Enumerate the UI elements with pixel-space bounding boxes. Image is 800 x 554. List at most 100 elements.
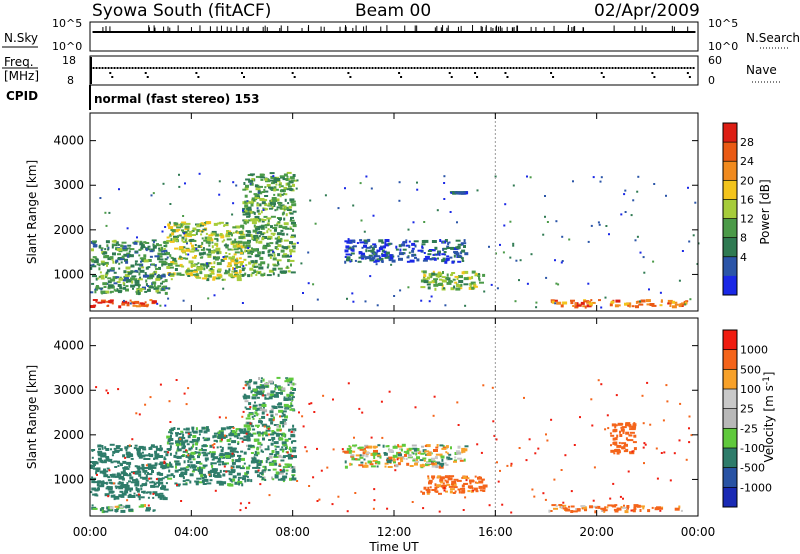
heatmap-cell: [107, 286, 111, 290]
heatmap-cell: [351, 457, 355, 461]
heatmap-cell: [388, 456, 393, 460]
heatmap-cell: [180, 500, 183, 502]
heatmap-cell: [688, 415, 691, 418]
heatmap-cell: [101, 461, 107, 464]
heatmap-cell: [281, 254, 287, 258]
heatmap-cell: [377, 444, 381, 447]
heatmap-cell: [136, 263, 142, 266]
heatmap-cell: [351, 292, 354, 295]
heatmap-cell: [249, 182, 254, 186]
heatmap-cell: [137, 292, 140, 296]
heatmap-cell: [180, 467, 185, 471]
heatmap-cell: [242, 226, 245, 230]
heatmap-cell: [245, 432, 248, 435]
heatmap-cell: [274, 387, 277, 391]
heatmap-cell: [269, 187, 274, 190]
heatmap-cell: [103, 459, 109, 462]
heatmap-cell: [359, 182, 362, 185]
heatmap-cell: [269, 433, 275, 436]
heatmap-cell: [171, 229, 176, 233]
heatmap-cell: [133, 479, 139, 482]
heatmap-cell: [120, 476, 125, 478]
heatmap-cell: [170, 238, 173, 242]
heatmap-cell: [276, 206, 281, 209]
heatmap-cell: [260, 386, 266, 390]
heatmap-cell: [181, 446, 186, 450]
nave-dot: [552, 76, 555, 78]
heatmap-cell: [191, 426, 195, 430]
heatmap-cell: [240, 248, 243, 252]
heatmap-cell: [616, 434, 619, 438]
heatmap-cell: [261, 404, 267, 407]
heatmap-cell: [138, 304, 141, 307]
heatmap-cell: [425, 444, 431, 448]
heatmap-cell: [164, 476, 169, 479]
heatmap-cell: [512, 242, 515, 245]
heatmap-cell: [383, 250, 387, 253]
heatmap-cell: [482, 486, 486, 490]
heatmap-cell: [188, 434, 192, 436]
heatmap-cell: [254, 266, 258, 268]
heatmap-cell: [164, 465, 167, 469]
heatmap-cell: [141, 483, 145, 486]
heatmap-cell: [592, 499, 595, 502]
heatmap-cell: [632, 441, 637, 444]
heatmap-cell: [476, 189, 479, 192]
heatmap-cell: [619, 495, 622, 498]
heatmap-cell: [184, 439, 189, 443]
heatmap-cell: [264, 224, 270, 227]
heatmap-cell: [231, 270, 234, 273]
heatmap-cell: [632, 509, 635, 512]
heatmap-cell: [254, 215, 260, 219]
heatmap-cell: [247, 414, 251, 418]
heatmap-cell: [247, 174, 252, 176]
heatmap-cell: [182, 433, 185, 437]
heatmap-cell: [290, 394, 294, 397]
heatmap-cell: [610, 449, 615, 453]
heatmap-cell: [289, 259, 295, 262]
heatmap-cell: [131, 438, 134, 441]
heatmap-cell: [267, 427, 270, 430]
heatmap-cell: [248, 261, 252, 265]
heatmap-cell: [273, 205, 276, 207]
colorbar-segment: [723, 218, 737, 239]
heatmap-cell: [560, 506, 563, 509]
heatmap-cell: [273, 193, 276, 196]
heatmap-cell: [93, 241, 97, 244]
heatmap-cell: [393, 461, 396, 464]
heatmap-cell: [280, 469, 286, 473]
heatmap-cell: [200, 474, 204, 478]
heatmap-cell: [322, 394, 325, 397]
heatmap-cell: [621, 426, 627, 429]
heatmap-cell: [257, 191, 260, 194]
heatmap-cell: [134, 465, 138, 468]
heatmap-cell: [422, 270, 427, 274]
heatmap-cell: [268, 269, 274, 273]
heatmap-cell: [113, 475, 117, 478]
heatmap-cell: [274, 209, 277, 212]
heatmap-cell: [368, 254, 373, 257]
heatmap-cell: [651, 304, 657, 307]
colorbar-segment: [723, 487, 737, 508]
heatmap-cell: [615, 394, 618, 397]
heatmap-cell: [290, 434, 295, 436]
heatmap-cell: [239, 428, 244, 432]
heatmap-cell: [373, 246, 376, 248]
heatmap-cell: [272, 267, 277, 271]
heatmap-cell: [172, 262, 178, 265]
heatmap-cell: [370, 452, 374, 456]
heatmap-cell: [154, 265, 157, 268]
heatmap-cell: [216, 273, 222, 277]
heatmap-cell: [134, 300, 140, 304]
heatmap-cell: [425, 463, 429, 466]
x-tick-label: 04:00: [174, 525, 209, 539]
heatmap-cell: [550, 299, 555, 302]
heatmap-cell: [113, 497, 116, 501]
heatmap-cell: [440, 481, 444, 484]
heatmap-cell: [262, 274, 265, 276]
heatmap-cell: [411, 249, 415, 253]
heatmap-cell: [266, 413, 269, 416]
heatmap-cell: [473, 487, 478, 491]
heatmap-cell: [150, 194, 153, 197]
heatmap-cell: [363, 239, 369, 243]
